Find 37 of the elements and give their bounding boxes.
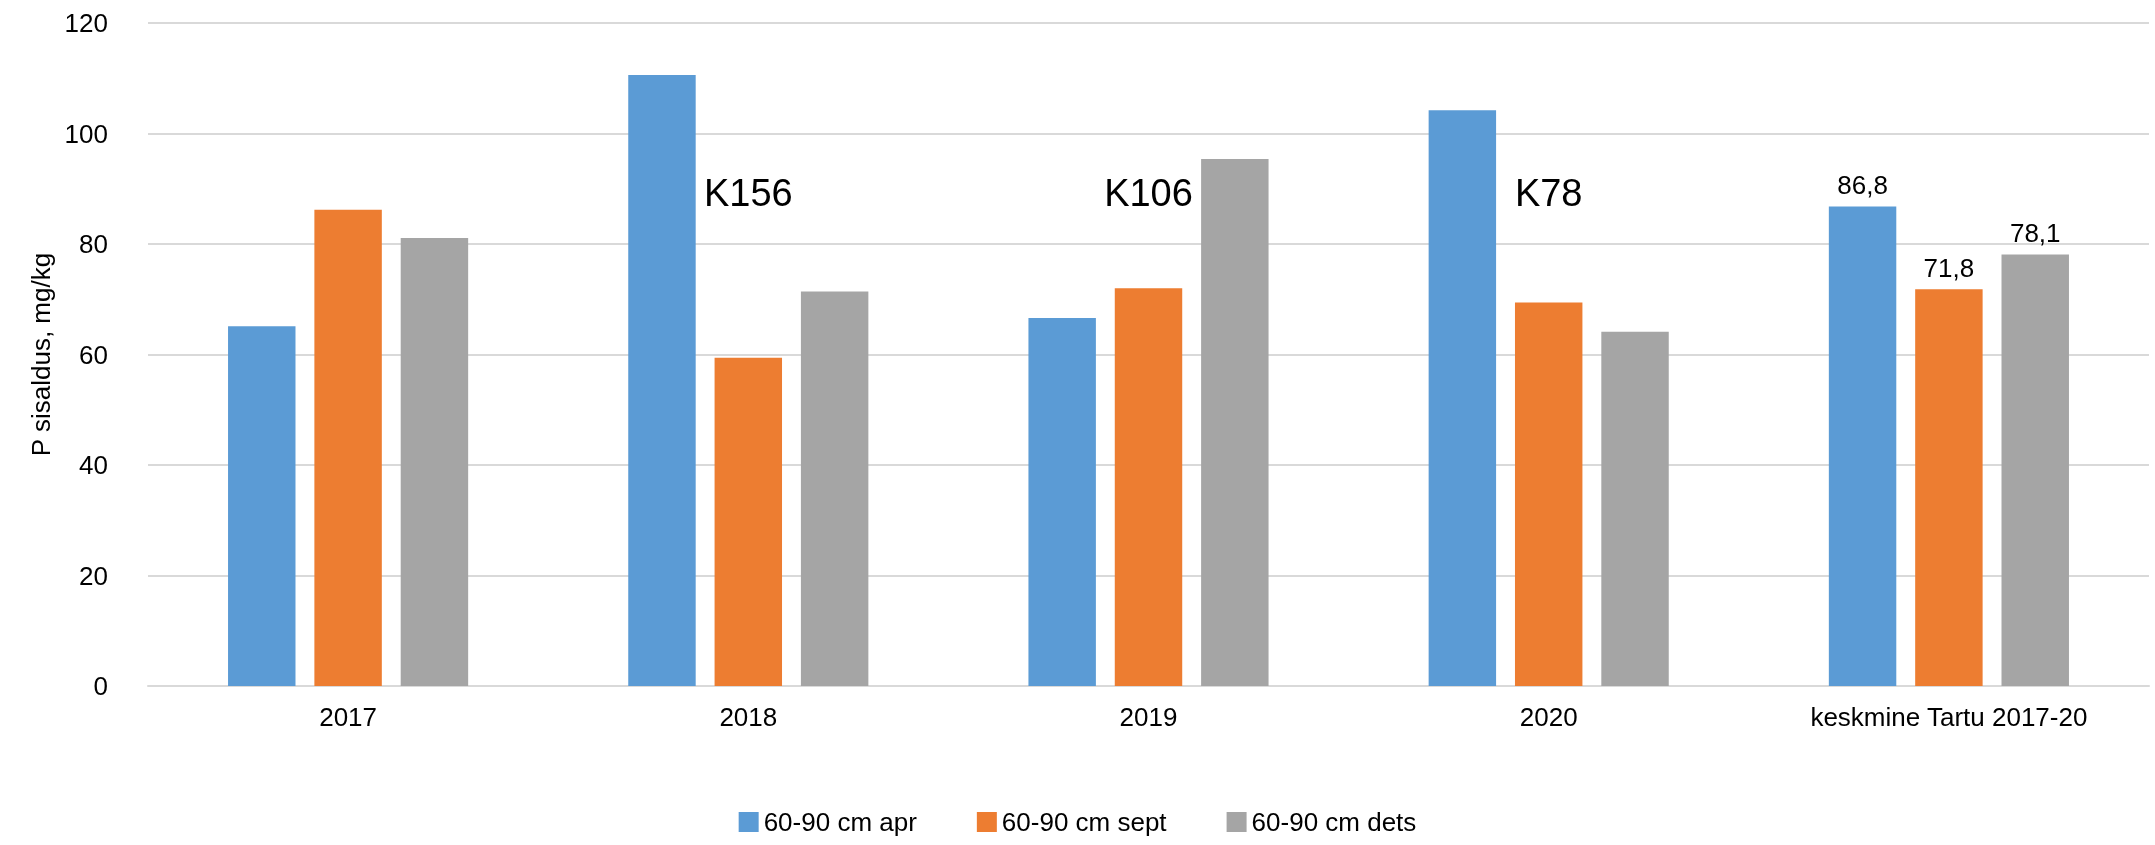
y-tick-label: 120	[64, 8, 108, 38]
x-tick-label: keskmine Tartu 2017-20	[1810, 702, 2088, 732]
y-tick-label: 0	[93, 671, 108, 701]
x-tick-label: 2019	[1119, 702, 1178, 732]
legend-label: 60-90 cm sept	[1001, 807, 1168, 837]
bar	[800, 291, 869, 686]
data-label: 78,1	[2009, 218, 2061, 249]
bar	[1915, 289, 1983, 686]
bar	[1828, 206, 1897, 686]
annotation: K106	[1104, 172, 1193, 214]
bar	[1428, 110, 1497, 686]
bar	[628, 74, 696, 686]
bar	[228, 326, 296, 686]
bar	[1114, 288, 1183, 686]
x-tick-label: 2020	[1519, 702, 1578, 732]
bar	[1201, 158, 1269, 686]
y-tick-label: 60	[79, 339, 108, 370]
legend-label: 60-90 cm apr	[763, 807, 918, 837]
bar	[714, 357, 783, 686]
bar	[1028, 318, 1096, 686]
y-tick-label: 100	[64, 118, 108, 149]
bar	[400, 237, 469, 686]
x-tick-label: 2017	[319, 702, 378, 732]
data-label: 86,8	[1837, 170, 1888, 201]
bar	[314, 209, 382, 686]
bar	[1514, 302, 1583, 686]
y-tick-label: 40	[79, 450, 108, 480]
bar	[2001, 254, 2069, 686]
data-label: 71,8	[1923, 253, 1975, 284]
x-tick-label: 2018	[719, 702, 778, 732]
bar	[1601, 331, 1669, 686]
y-tick-label: 20	[79, 560, 108, 591]
annotation: K156	[703, 172, 793, 214]
legend-label: 60-90 cm dets	[1251, 807, 1417, 837]
y-tick-label: 80	[79, 229, 108, 259]
annotation: K78	[1514, 172, 1583, 214]
y-axis-title: P sisaldus, mg/kg	[25, 252, 56, 457]
